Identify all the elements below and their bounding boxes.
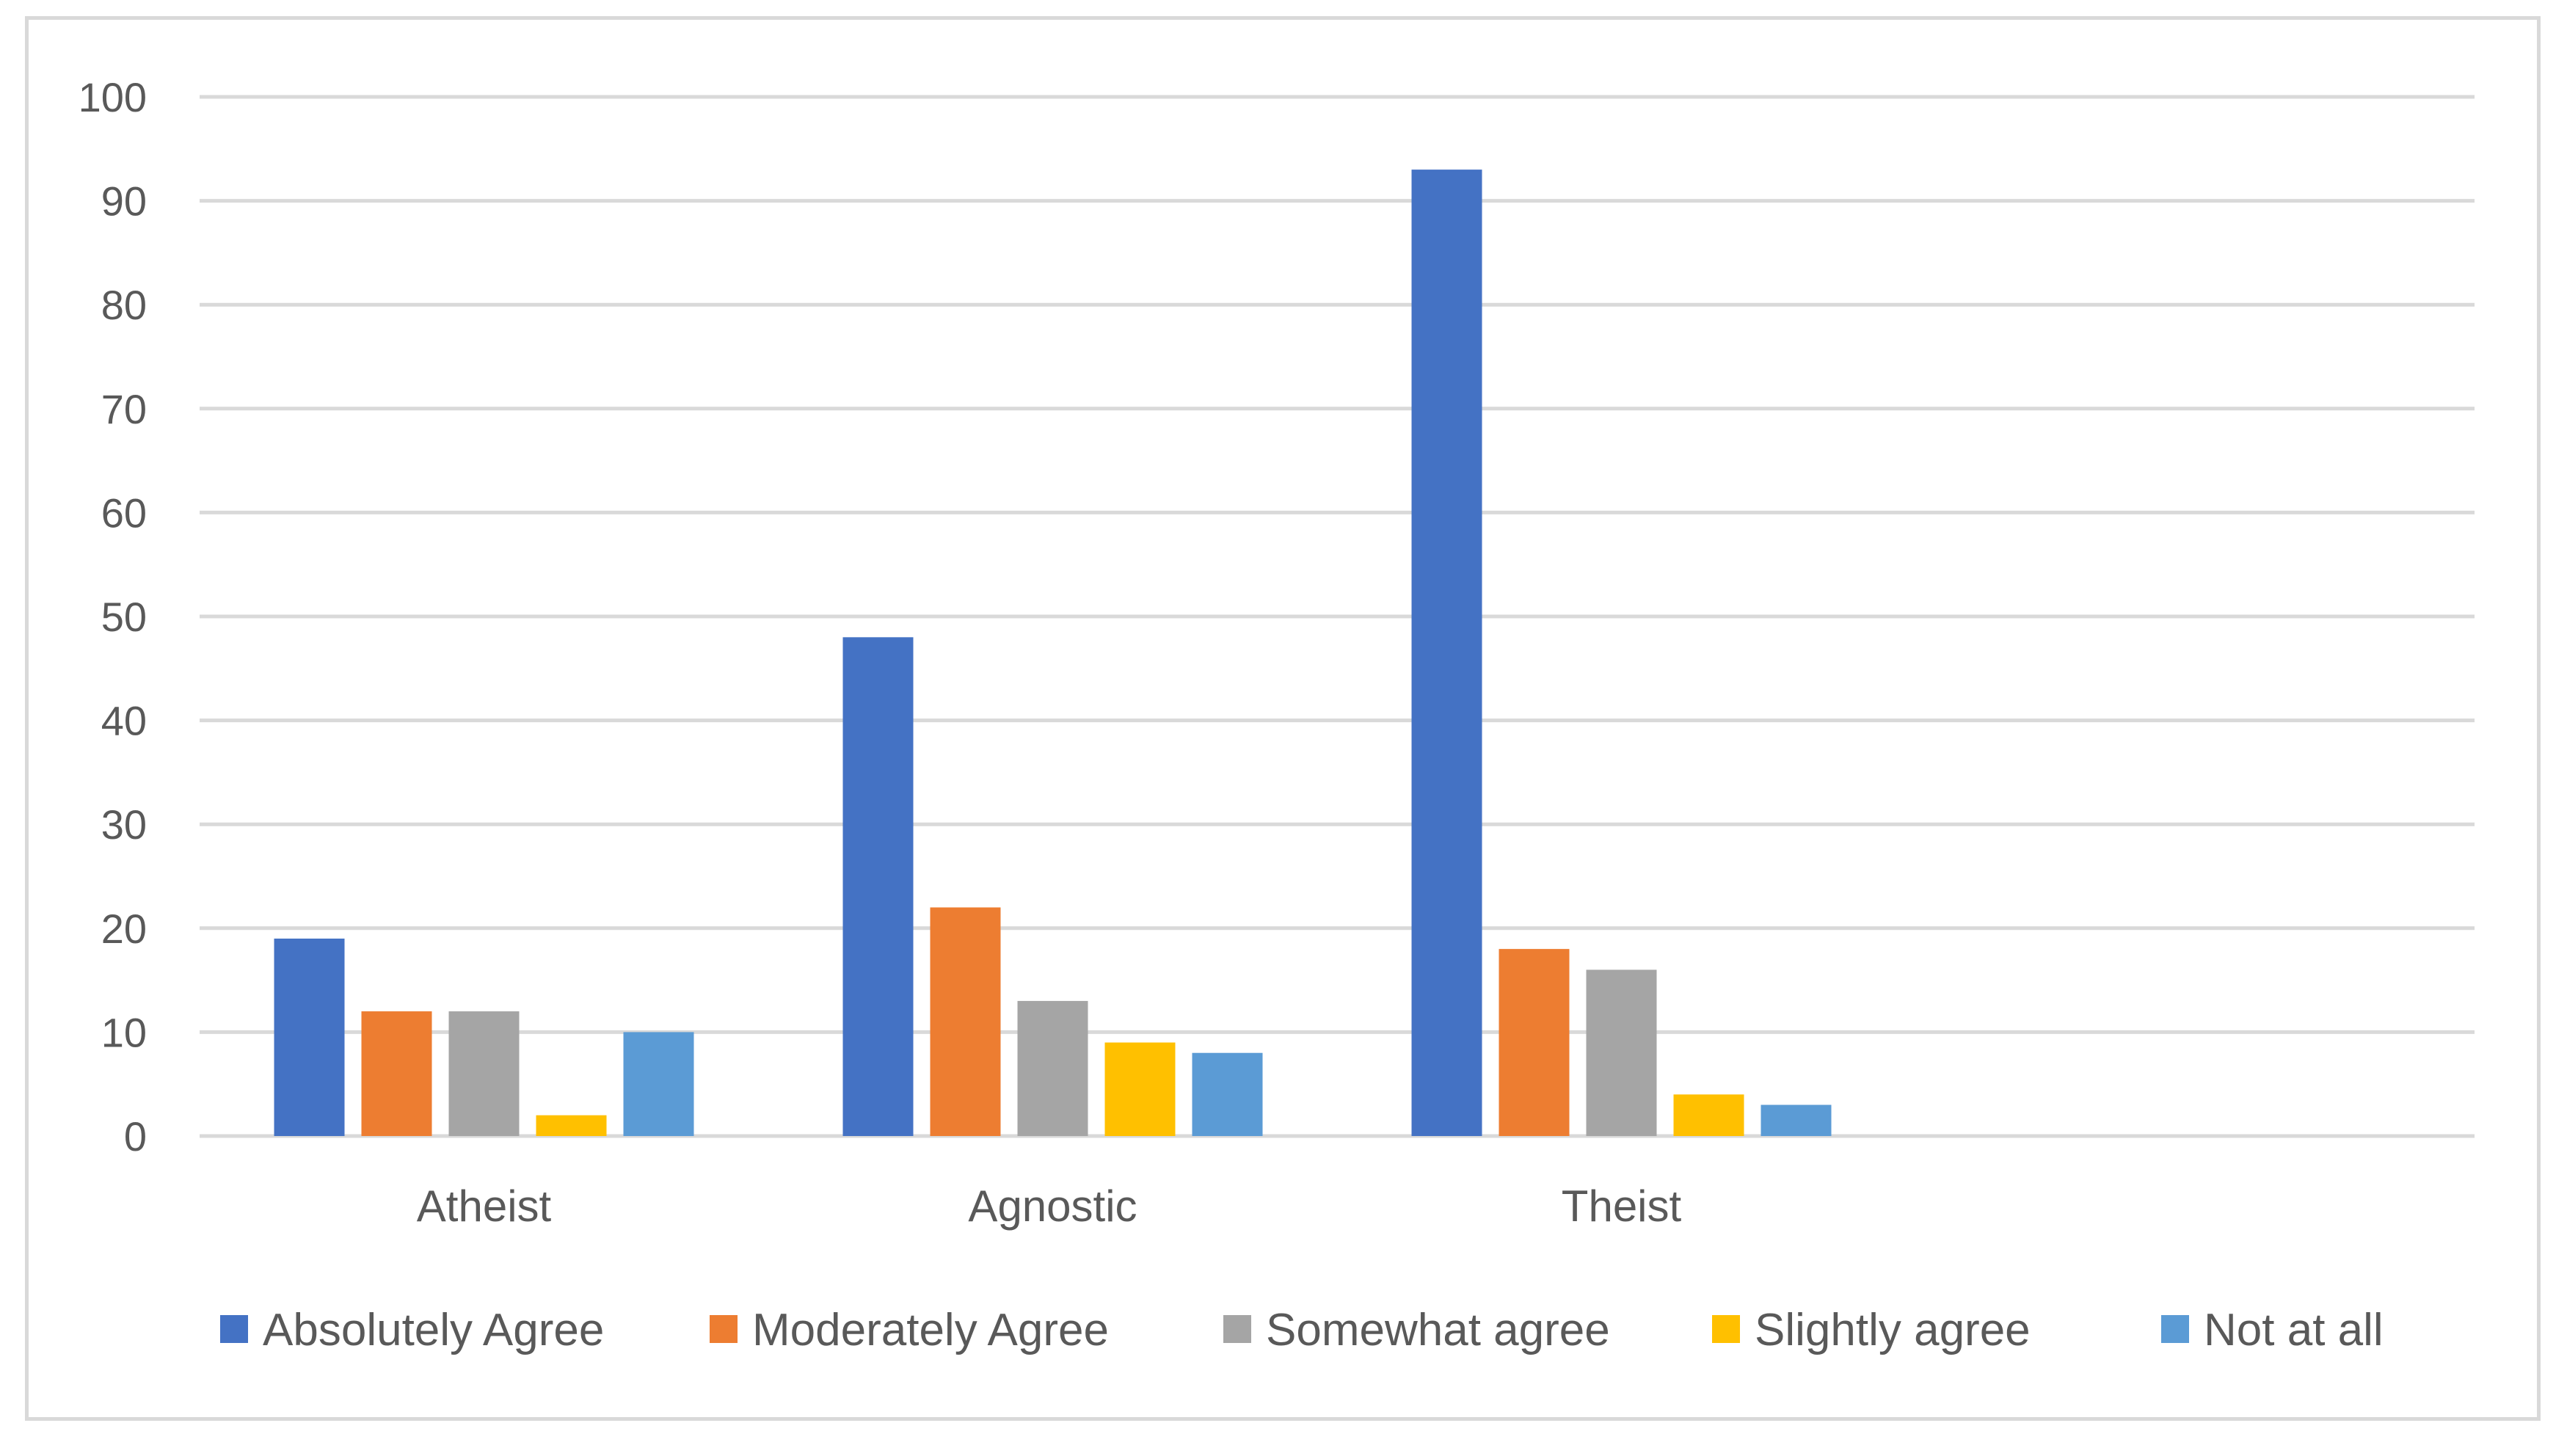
y-tick-label: 10	[101, 1009, 147, 1055]
y-tick-label: 90	[101, 178, 147, 225]
legend: Absolutely Agree Moderately Agree Somewhat…	[220, 1305, 2384, 1355]
legend-label: Not at all	[2204, 1305, 2384, 1355]
y-tick-label: 50	[101, 594, 147, 640]
y-tick-label: 20	[101, 906, 147, 952]
bar-agnostic-slightly-agree	[1104, 1042, 1176, 1136]
legend-swatch	[2161, 1315, 2189, 1343]
y-tick-label: 30	[101, 801, 147, 848]
chart-frame	[25, 16, 2541, 1421]
gridlines	[200, 95, 2475, 1138]
bar-agnostic-not-at-all	[1192, 1052, 1263, 1136]
x-axis-category-labels: Atheist Agnostic Theist	[417, 1182, 1682, 1231]
y-tick-label: 80	[101, 282, 147, 328]
bar-agnostic-absolutely-agree	[842, 637, 914, 1136]
legend-label: Somewhat agree	[1266, 1305, 1610, 1355]
bar-agnostic-somewhat-agree	[1017, 1000, 1088, 1136]
y-tick-label: 40	[101, 698, 147, 744]
bar-atheist-slightly-agree	[536, 1115, 607, 1136]
bar-theist-moderately-agree	[1499, 949, 1570, 1136]
bar-theist-slightly-agree	[1673, 1094, 1744, 1136]
y-tick-label: 100	[79, 74, 147, 120]
bar-agnostic-moderately-agree	[930, 907, 1001, 1136]
x-category-label: Atheist	[417, 1182, 552, 1231]
bar-theist-not-at-all	[1761, 1104, 1832, 1136]
legend-label: Absolutely Agree	[263, 1305, 604, 1355]
y-axis-tick-labels: 0 10 20 30 40 50 60 70 80 90 100	[79, 74, 147, 1160]
legend-swatch	[220, 1315, 248, 1343]
bar-atheist-somewhat-agree	[448, 1011, 520, 1136]
x-category-label: Theist	[1562, 1182, 1682, 1231]
legend-swatch	[1712, 1315, 1740, 1343]
bar-atheist-absolutely-agree	[274, 938, 345, 1136]
legend-label: Slightly agree	[1755, 1305, 2031, 1355]
bar-theist-somewhat-agree	[1586, 969, 1657, 1136]
bar-atheist-moderately-agree	[361, 1011, 432, 1136]
legend-label: Moderately Agree	[752, 1305, 1109, 1355]
legend-swatch	[710, 1315, 738, 1343]
x-category-label: Agnostic	[968, 1182, 1137, 1231]
bar-atheist-not-at-all	[623, 1032, 694, 1136]
legend-swatch	[1223, 1315, 1251, 1343]
y-tick-label: 0	[124, 1113, 147, 1160]
bars	[274, 170, 1832, 1136]
y-tick-label: 70	[101, 386, 147, 432]
y-tick-label: 60	[101, 489, 147, 536]
bar-theist-absolutely-agree	[1411, 170, 1482, 1136]
